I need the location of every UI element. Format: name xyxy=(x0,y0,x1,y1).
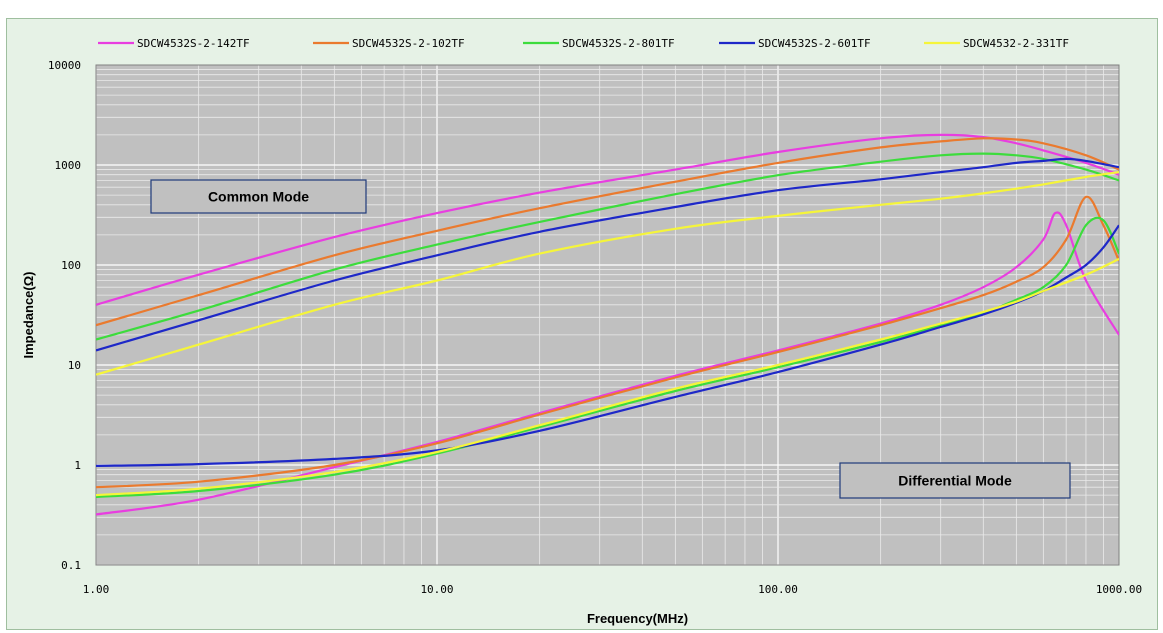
series-line-2-differential-mode xyxy=(96,195,1119,489)
y-tick-label: 100 xyxy=(61,259,81,272)
x-tick-label: 10.00 xyxy=(420,583,453,596)
x-tick-label: 100.00 xyxy=(758,583,798,596)
legend-item-1: SDCW4532S-2-142TF xyxy=(98,37,250,50)
x-axis-label: Frequency(MHz) xyxy=(587,611,688,626)
x-tick-label: 1000.00 xyxy=(1096,583,1142,596)
series-line-3-common-mode xyxy=(96,152,1119,341)
y-tick-label: 1000 xyxy=(55,159,82,172)
common-mode-label: Common Mode xyxy=(208,189,309,205)
series-line-1-common-mode xyxy=(96,133,1119,306)
legend-item-3: SDCW4532S-2-801TF xyxy=(523,37,675,50)
y-tick-label: 10 xyxy=(68,359,81,372)
legend-label: SDCW4532S-2-801TF xyxy=(562,37,675,50)
series-line-5-differential-mode xyxy=(96,257,1119,497)
y-tick-label: 0.1 xyxy=(61,559,81,572)
series-line-1-differential-mode xyxy=(96,211,1119,516)
legend-label: SDCW4532S-2-142TF xyxy=(137,37,250,50)
series-line-2-common-mode xyxy=(96,137,1119,327)
y-tick-label: 1 xyxy=(74,459,81,472)
y-axis-label: Impedance(Ω) xyxy=(21,272,36,359)
x-tick-label: 1.00 xyxy=(83,583,110,596)
series-line-4-differential-mode xyxy=(96,224,1119,467)
y-tick-label: 10000 xyxy=(48,59,81,72)
legend-item-4: SDCW4532S-2-601TF xyxy=(719,37,871,50)
common-mode-label-box xyxy=(150,179,367,214)
series-line-4-common-mode xyxy=(96,157,1119,352)
differential-mode-label-box xyxy=(839,462,1071,499)
legend-item-5: SDCW4532-2-331TF xyxy=(924,37,1069,50)
chart-frame: Common Mode Differential Mode 1.00 10.00 10… xyxy=(6,18,1158,630)
legend-label: SDCW4532S-2-102TF xyxy=(352,37,465,50)
legend-label: SDCW4532-2-331TF xyxy=(963,37,1069,50)
series-line-5-common-mode xyxy=(96,171,1119,376)
series-line-3-differential-mode xyxy=(96,216,1119,498)
plot-border xyxy=(95,64,1120,566)
legend-label: SDCW4532S-2-601TF xyxy=(758,37,871,50)
differential-mode-label: Differential Mode xyxy=(898,473,1012,489)
series-group xyxy=(96,133,1119,516)
legend-item-2: SDCW4532S-2-102TF xyxy=(313,37,465,50)
